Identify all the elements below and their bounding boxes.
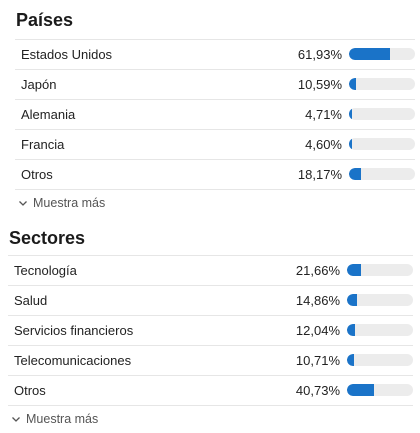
percentage-bar (347, 294, 413, 306)
show-more-label: Muestra más (33, 196, 106, 210)
sectors-show-more-button[interactable]: Muestra más (8, 406, 413, 433)
sector-row-tecnologia: Tecnología 21,66% (8, 256, 413, 286)
row-label: Alemania (21, 107, 76, 122)
row-label: Telecomunicaciones (14, 353, 132, 368)
row-label: Tecnología (14, 263, 77, 278)
percentage-bar (347, 384, 413, 396)
percentage-bar-fill (349, 168, 361, 180)
percentage-bar-fill (347, 294, 357, 306)
row-value: 4,71% (305, 107, 342, 122)
country-row-alemania: Alemania 4,71% (15, 100, 415, 130)
row-value: 12,04% (295, 323, 340, 338)
percentage-bar-fill (347, 354, 355, 366)
percentage-bar-fill (349, 48, 390, 60)
row-value: 21,66% (295, 263, 340, 278)
percentage-bar (349, 78, 415, 90)
row-label: Francia (21, 137, 65, 152)
country-row-otros: Otros 18,17% (15, 160, 415, 190)
percentage-bar-fill (347, 324, 355, 336)
percentage-bar (349, 168, 415, 180)
chevron-down-icon (12, 416, 20, 422)
row-value: 18,17% (297, 167, 342, 182)
row-value: 14,86% (295, 293, 340, 308)
percentage-bar-fill (347, 384, 374, 396)
row-label: Otros (14, 383, 46, 398)
country-row-japon: Japón 10,59% (15, 70, 415, 100)
percentage-bar (349, 138, 415, 150)
row-label: Japón (21, 77, 57, 92)
countries-section: Países Estados Unidos 61,93% Japón 10,59… (15, 0, 415, 217)
countries-title: Países (15, 1, 415, 40)
percentage-bar-fill (349, 138, 353, 150)
percentage-bar (347, 324, 413, 336)
chevron-down-icon (19, 200, 27, 206)
sector-row-servicios-financieros: Servicios financieros 12,04% (8, 316, 413, 346)
percentage-bar (347, 264, 413, 276)
row-value: 61,93% (297, 47, 342, 62)
row-value: 40,73% (295, 383, 340, 398)
sector-row-salud: Salud 14,86% (8, 286, 413, 316)
row-label: Otros (21, 167, 53, 182)
percentage-bar (347, 354, 413, 366)
country-row-estados-unidos: Estados Unidos 61,93% (15, 40, 415, 70)
sector-row-telecomunicaciones: Telecomunicaciones 10,71% (8, 346, 413, 376)
show-more-label: Muestra más (26, 412, 99, 426)
percentage-bar-fill (349, 108, 353, 120)
row-label: Estados Unidos (21, 47, 113, 62)
sector-row-otros: Otros 40,73% (8, 376, 413, 406)
row-value: 10,71% (295, 353, 340, 368)
sectors-section: Sectores Tecnología 21,66% Salud 14,86% … (8, 222, 413, 433)
sectors-title: Sectores (8, 222, 413, 256)
percentage-bar-fill (349, 78, 356, 90)
percentage-bar (349, 108, 415, 120)
row-value: 10,59% (297, 77, 342, 92)
row-label: Salud (14, 293, 48, 308)
row-value: 4,60% (305, 137, 342, 152)
country-row-francia: Francia 4,60% (15, 130, 415, 160)
countries-show-more-button[interactable]: Muestra más (15, 190, 415, 217)
percentage-bar (349, 48, 415, 60)
row-label: Servicios financieros (14, 323, 134, 338)
percentage-bar-fill (347, 264, 362, 276)
